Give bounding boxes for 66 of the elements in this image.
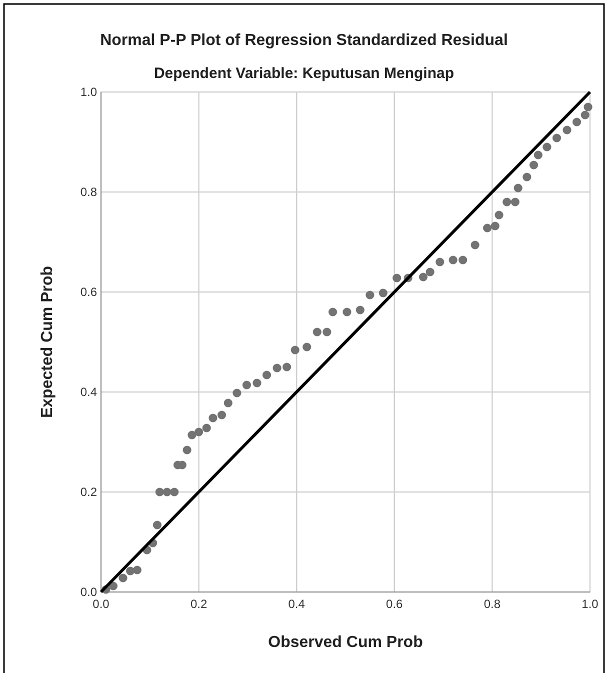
point	[232, 388, 242, 398]
point	[514, 184, 522, 192]
point	[108, 582, 118, 590]
point	[562, 126, 572, 134]
point	[342, 308, 352, 316]
point	[217, 410, 226, 420]
y-tick-label: 0.0	[80, 585, 98, 599]
point	[392, 274, 402, 282]
point	[155, 488, 164, 496]
point	[262, 370, 272, 380]
point	[534, 150, 542, 160]
point	[152, 520, 162, 530]
point	[194, 428, 204, 436]
point	[224, 398, 232, 408]
point	[170, 488, 179, 496]
x-tick-label: 0.2	[190, 597, 208, 611]
point	[356, 306, 364, 314]
y-tick-label: 0.2	[80, 485, 98, 499]
point	[522, 172, 532, 182]
point	[542, 142, 552, 152]
y-tick-label: 0.4	[80, 385, 98, 399]
point	[490, 222, 500, 230]
y-axis-title: Expected Cum Prob	[39, 266, 56, 418]
point	[458, 256, 468, 264]
point	[202, 424, 211, 432]
point	[470, 240, 480, 250]
point	[436, 258, 444, 266]
point	[494, 210, 504, 220]
point	[552, 134, 562, 142]
x-tick-label: 1.0	[582, 597, 599, 611]
point	[290, 346, 300, 354]
point	[282, 362, 292, 372]
point	[252, 378, 262, 388]
x-tick-label: 0.0	[92, 597, 110, 611]
point	[483, 224, 492, 232]
y-tick-label: 0.8	[80, 185, 98, 199]
point	[242, 380, 252, 390]
point	[510, 198, 520, 206]
point	[182, 446, 192, 454]
x-axis-title: Observed Cum Prob	[268, 634, 424, 651]
point	[132, 566, 142, 574]
x-tick-label: 0.6	[386, 597, 404, 611]
point	[572, 118, 582, 126]
point	[312, 328, 322, 336]
point	[302, 342, 312, 352]
point	[529, 160, 538, 170]
point	[208, 414, 218, 422]
chart-subtitle: Dependent Variable: Keputusan Menginap	[154, 65, 454, 82]
point	[272, 364, 282, 372]
point	[584, 102, 592, 112]
y-tick-label: 0.6	[80, 285, 98, 299]
point	[188, 430, 196, 440]
point	[328, 308, 338, 316]
point	[426, 268, 434, 276]
point	[418, 272, 428, 282]
point	[322, 328, 332, 336]
point	[378, 288, 388, 298]
point	[580, 110, 590, 120]
point	[118, 574, 128, 582]
chart-title: Normal P-P Plot of Regression Standardized Residual	[100, 32, 508, 49]
point	[502, 198, 512, 206]
point	[448, 256, 458, 264]
x-tick-label: 0.8	[484, 597, 501, 611]
point	[366, 290, 374, 300]
y-tick-label: 1.0	[80, 85, 98, 99]
x-tick-label: 0.4	[288, 597, 306, 611]
